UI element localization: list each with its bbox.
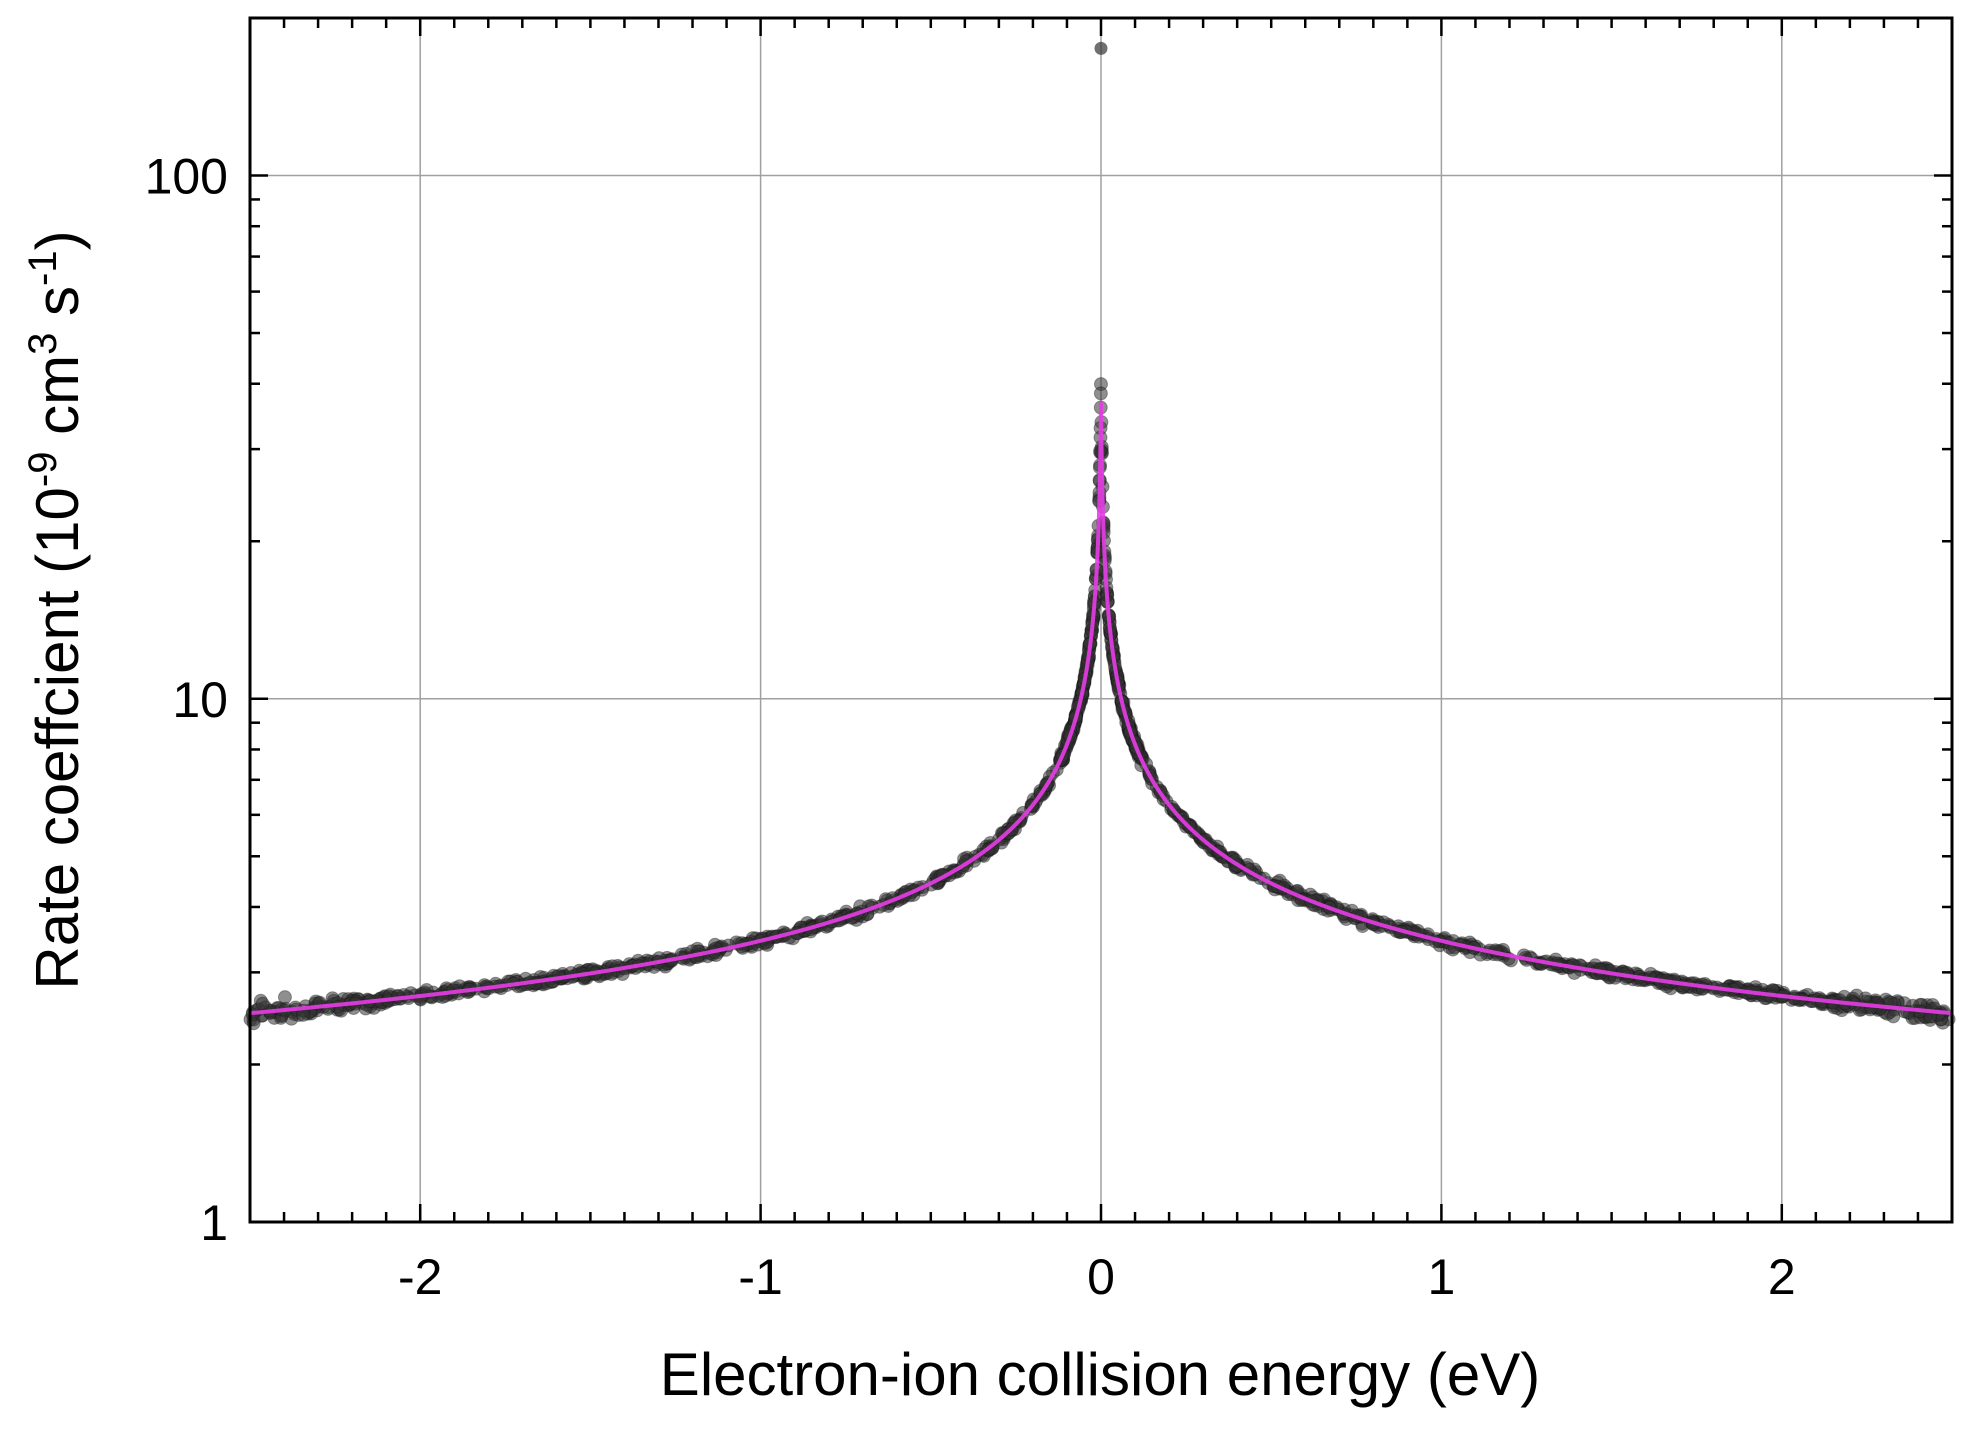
- y-label-mid: cm: [24, 355, 91, 452]
- y-tick-label: 10: [172, 672, 228, 728]
- x-tick-label: 2: [1768, 1249, 1796, 1305]
- grid-lines: [250, 18, 1952, 1222]
- y-label-prefix: Rate coeffcient (10: [24, 487, 91, 990]
- data-point: [1886, 1009, 1901, 1024]
- x-tick-label: -2: [398, 1249, 442, 1305]
- y-tick-label: 1: [200, 1195, 228, 1251]
- y-label-exp3: -1: [21, 250, 65, 286]
- tick-labels: -2 -1 0 1 2 1 10 100: [145, 149, 1796, 1305]
- y-tick-label: 100: [145, 149, 228, 205]
- data-point: [1093, 386, 1108, 401]
- y-label-exp2: 3: [21, 333, 65, 355]
- x-axis-label: Electron-ion collision energy (eV): [660, 1341, 1540, 1408]
- axis-ticks: [248, 16, 1954, 1224]
- y-label-suffix: ): [24, 230, 91, 250]
- x-tick-label: 0: [1087, 1249, 1115, 1305]
- x-tick-label: 1: [1427, 1249, 1455, 1305]
- y-label-exp1: -9: [21, 452, 65, 488]
- y-axis-label: Rate coeffcient (10-9 cm3 s-1): [21, 230, 91, 989]
- y-label-mid2: s: [24, 286, 91, 333]
- x-tick-label: -1: [738, 1249, 782, 1305]
- fit-line: [249, 401, 1953, 1016]
- fit-curve: [249, 401, 1953, 1016]
- data-point-outlier: [1094, 41, 1108, 55]
- data-point: [255, 996, 270, 1011]
